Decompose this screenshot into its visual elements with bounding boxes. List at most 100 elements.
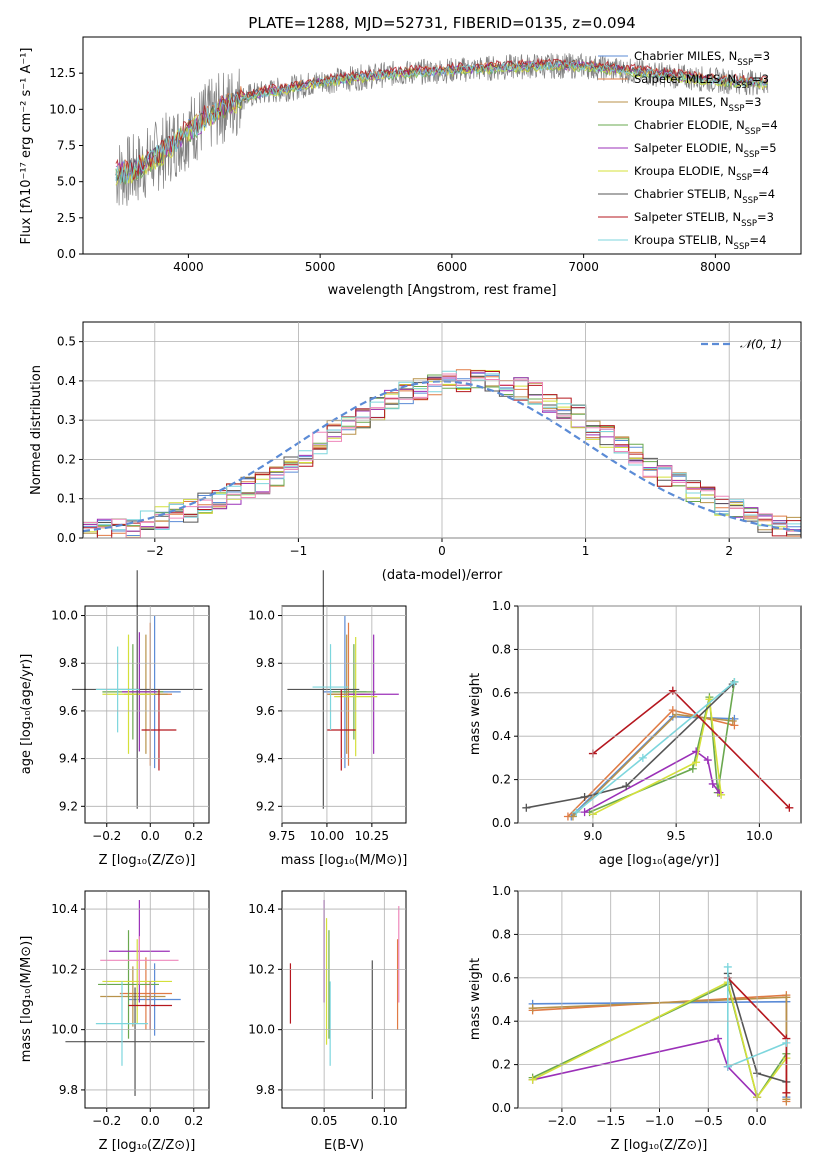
x-tick-label: 6000 <box>437 260 468 274</box>
y-tick-label: 10.0 <box>51 609 78 623</box>
x-tick-label: −0.2 <box>92 829 121 843</box>
y-tick-label: 0.4 <box>492 1014 511 1028</box>
x-tick-label: 4000 <box>173 260 204 274</box>
mass-weight-point-marker <box>580 792 589 801</box>
mass-vs-metallicity-panel: −0.2 0.0 0.2 9.8 10.0 10.2 10.4 Z [log₁₀(Z/Z⊙)… <box>19 890 210 1153</box>
y-tick-label: 10.4 <box>248 902 275 916</box>
mass-weight-point-marker <box>708 779 717 788</box>
mass-weight-vs-metallicity-xlabel: Z [log₁₀(Z/Z⊙)] <box>611 1138 708 1153</box>
spectrum-title: PLATE=1288, MJD=52731, FIBERID=0135, z=0… <box>248 14 635 32</box>
mass-weight-point-marker <box>723 962 732 971</box>
mass-weight-point-marker <box>668 706 677 715</box>
x-tick-label: 0.0 <box>141 1114 160 1128</box>
mass-weight-point-marker <box>730 721 739 730</box>
mass-weight-point-marker <box>782 1088 791 1097</box>
mass-weight-point-marker <box>723 1062 732 1071</box>
mass-vs-extinction-xlabel: E(B-V) <box>324 1138 364 1153</box>
mass-weight-vs-metallicity-ylabel: mass weight <box>468 958 483 1040</box>
mass-weight-point-marker <box>528 1075 537 1084</box>
mass-weight-point-marker <box>668 686 677 695</box>
mass-weight-point-marker <box>580 808 589 817</box>
y-tick-label: 10.0 <box>49 102 76 116</box>
y-tick-label: 0.1 <box>57 492 76 506</box>
spectrum-plot-area <box>115 52 769 206</box>
histogram-panel: −2 −1 0 1 2 0.0 0.1 0.2 0.3 0.4 0.5 (data-model)/e… <box>29 321 802 583</box>
mass-weight-point-marker <box>782 1038 791 1047</box>
age-vs-mass-panel: 9.75 10.00 10.25 9.2 9.4 9.6 9.8 10.0 mass [log… <box>248 570 407 868</box>
y-tick-label: 10.0 <box>248 609 275 623</box>
y-tick-label: 0.4 <box>57 374 76 388</box>
y-tick-label: 1.0 <box>492 884 511 898</box>
mass-weight-point-marker <box>528 1004 537 1013</box>
y-tick-label: 1.0 <box>492 599 511 613</box>
y-tick-label: 5.0 <box>57 175 76 189</box>
age-vs-metallicity-panel: −0.2 0.0 0.2 9.2 9.4 9.6 9.8 10.0 Z [log₁₀(Z/Z⊙… <box>19 570 210 868</box>
x-tick-label: −2.0 <box>547 1114 576 1128</box>
x-tick-label: −1.5 <box>596 1114 625 1128</box>
y-tick-label: 9.8 <box>59 1083 78 1097</box>
model-spectrum-line <box>115 60 768 184</box>
y-tick-label: 0.5 <box>57 335 76 349</box>
mass-weight-point-marker <box>728 717 737 726</box>
x-tick-label: −2 <box>146 544 164 558</box>
x-tick-label: 7000 <box>568 260 599 274</box>
y-tick-label: 9.6 <box>59 704 78 718</box>
spectrum-xlabel: wavelength [Angstrom, rest frame] <box>328 283 557 298</box>
x-tick-label: 0.2 <box>184 829 203 843</box>
mass-weight-point-marker <box>692 758 701 767</box>
y-tick-label: 9.4 <box>59 752 78 766</box>
mass-weight-point-marker <box>717 790 726 799</box>
x-tick-label: 5000 <box>305 260 336 274</box>
mass-vs-metallicity-xlabel: Z [log₁₀(Z/Z⊙)] <box>99 1138 196 1153</box>
x-tick-label: 9.75 <box>269 829 296 843</box>
age-vs-mass-xlabel: mass [log₁₀(M/M⊙)] <box>281 853 408 868</box>
x-tick-label: 8000 <box>700 260 731 274</box>
mass-weight-point-marker <box>572 808 581 817</box>
mass-weight-vs-age-panel: 9.0 9.5 10.0 0.0 0.2 0.4 0.6 0.8 1.0 age [log₁₀(… <box>468 599 802 868</box>
y-tick-label: 9.8 <box>256 656 275 670</box>
y-tick-label: 9.6 <box>256 704 275 718</box>
y-tick-label: 0.6 <box>492 686 511 700</box>
mass-weight-vs-metallicity-panel: −2.0 −1.5 −1.0 −0.5 0.0 0.0 0.2 0.4 0.6 0.8 1.0 Z … <box>468 884 802 1153</box>
y-tick-label: 0.8 <box>492 927 511 941</box>
y-tick-label: 10.2 <box>248 962 275 976</box>
y-tick-label: 0.0 <box>57 247 76 261</box>
x-tick-label: 10.0 <box>746 829 773 843</box>
x-tick-label: −0.5 <box>694 1114 723 1128</box>
mass-weight-vs-age-xlabel: age [log₁₀(age/yr)] <box>599 853 720 868</box>
y-tick-label: 7.5 <box>57 139 76 153</box>
y-tick-label: 0.0 <box>492 1101 511 1115</box>
y-tick-label: 10.0 <box>51 1023 78 1037</box>
mass-weight-series-line <box>532 1037 758 1098</box>
x-tick-label: 0.10 <box>371 1114 398 1128</box>
x-tick-label: 9.0 <box>583 829 602 843</box>
mass-weight-point-marker <box>730 677 739 686</box>
mass-weight-point-marker <box>638 753 647 762</box>
y-tick-label: 10.4 <box>51 902 78 916</box>
y-tick-label: 10.0 <box>248 1023 275 1037</box>
mass-vs-extinction-panel: 0.05 0.10 9.8 10.0 10.2 10.4 E(B-V) <box>248 890 407 1153</box>
age-vs-metallicity-frame <box>84 605 210 824</box>
y-tick-label: 0.4 <box>492 729 511 743</box>
y-tick-label: 0.2 <box>57 452 76 466</box>
mass-weight-point-marker <box>522 803 531 812</box>
mass-weight-point-marker <box>714 1034 723 1043</box>
mass-vs-metallicity-ylabel: mass [log₁₀(M/M⊙)] <box>19 936 34 1063</box>
y-tick-label: 0.0 <box>492 816 511 830</box>
x-tick-label: 0.0 <box>748 1114 767 1128</box>
age-vs-metallicity-xlabel: Z [log₁₀(Z/Z⊙)] <box>99 853 196 868</box>
mass-weight-point-marker <box>782 993 791 1002</box>
mass-weight-point-marker <box>785 803 794 812</box>
y-tick-label: 0.6 <box>492 971 511 985</box>
mass-vs-metallicity-frame <box>84 890 210 1109</box>
x-tick-label: 0.0 <box>141 829 160 843</box>
x-tick-label: 2 <box>725 544 733 558</box>
y-tick-label: 0.0 <box>57 531 76 545</box>
y-tick-label: 0.2 <box>492 773 511 787</box>
y-tick-label: 10.2 <box>51 962 78 976</box>
x-tick-label: 9.5 <box>667 829 686 843</box>
x-tick-label: 0.05 <box>311 1114 338 1128</box>
mass-weight-series-line <box>526 683 734 809</box>
